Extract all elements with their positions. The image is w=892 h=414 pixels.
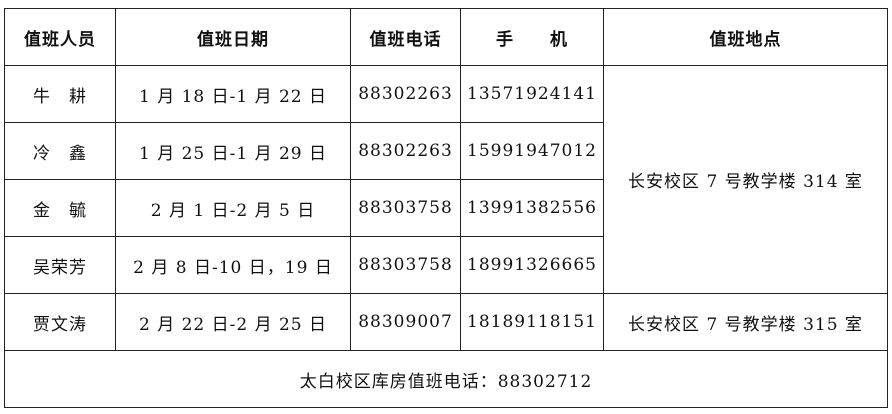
mobile: 13571924141 bbox=[460, 65, 604, 123]
header-staff: 值班人员 bbox=[4, 8, 116, 66]
table-row: 金 毓 2 月 1 日-2 月 5 日 88303758 13991382556 bbox=[4, 179, 888, 237]
header-date: 值班日期 bbox=[115, 8, 351, 66]
mobile: 13991382556 bbox=[460, 179, 604, 237]
staff-name: 冷 鑫 bbox=[4, 122, 116, 180]
staff-name: 贾文涛 bbox=[4, 293, 116, 351]
duty-date: 2 月 22 日-2 月 25 日 bbox=[115, 293, 351, 351]
header-phone: 值班电话 bbox=[350, 8, 461, 66]
duty-date: 1 月 25 日-1 月 29 日 bbox=[115, 122, 351, 180]
mobile: 15991947012 bbox=[460, 122, 604, 180]
duty-phone: 88309007 bbox=[350, 293, 461, 351]
header-mobile: 手 机 bbox=[460, 8, 604, 66]
duty-date: 2 月 1 日-2 月 5 日 bbox=[115, 179, 351, 237]
staff-name: 牛 耕 bbox=[4, 65, 116, 123]
header-row: 值班人员 值班日期 值班电话 手 机 值班地点 bbox=[4, 8, 888, 66]
table-row: 吴荣芳 2 月 8 日-10 日，19 日 88303758 189913266… bbox=[4, 236, 888, 294]
mobile: 18991326665 bbox=[460, 236, 604, 294]
footer-row: 太白校区库房值班电话：88302712 bbox=[4, 350, 888, 408]
duty-schedule-table: 值班人员 值班日期 值班电话 手 机 值班地点 牛 耕 1 月 18 日-1 月… bbox=[4, 8, 888, 408]
duty-phone: 88302263 bbox=[350, 122, 461, 180]
table-row: 牛 耕 1 月 18 日-1 月 22 日 88302263 135719241… bbox=[4, 65, 888, 294]
duty-phone: 88303758 bbox=[350, 236, 461, 294]
location: 长安校区 7 号教学楼 315 室 bbox=[603, 293, 888, 351]
duty-phone: 88302263 bbox=[350, 65, 461, 123]
table-row: 贾文涛 2 月 22 日-2 月 25 日 88309007 181891181… bbox=[4, 293, 888, 351]
staff-name: 吴荣芳 bbox=[4, 236, 116, 294]
location: 长安校区 7 号教学楼 314 室 bbox=[603, 65, 888, 294]
duty-date: 2 月 8 日-10 日，19 日 bbox=[115, 236, 351, 294]
table-row: 冷 鑫 1 月 25 日-1 月 29 日 88302263 159919470… bbox=[4, 122, 888, 180]
header-location: 值班地点 bbox=[603, 8, 888, 66]
staff-name: 金 毓 bbox=[4, 179, 116, 237]
duty-phone: 88303758 bbox=[350, 179, 461, 237]
storage-duty-phone: 太白校区库房值班电话：88302712 bbox=[4, 350, 888, 408]
duty-date: 1 月 18 日-1 月 22 日 bbox=[115, 65, 351, 123]
mobile: 18189118151 bbox=[460, 293, 604, 351]
